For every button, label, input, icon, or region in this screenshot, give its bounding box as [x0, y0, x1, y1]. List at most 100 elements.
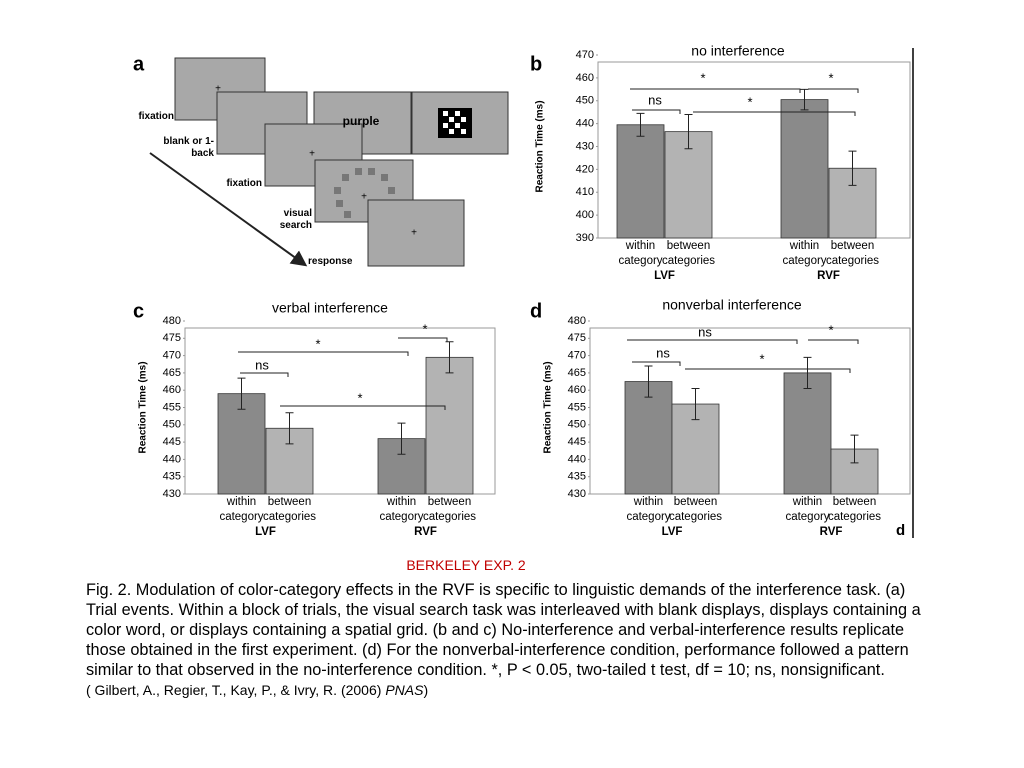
- citation: ( Gilbert, A., Regier, T., Kay, P., & Iv…: [86, 680, 932, 700]
- y-tick-label: 445: [568, 436, 586, 448]
- series-label: between categories: [825, 240, 880, 267]
- y-tick-label: 435: [163, 471, 181, 483]
- grid-pattern: [438, 108, 472, 138]
- significance-label: *: [759, 351, 764, 366]
- y-tick-label: 475: [568, 332, 586, 344]
- y-tick-label: 455: [568, 401, 586, 413]
- event-label: fixation: [138, 111, 174, 122]
- y-tick-label: 480: [568, 315, 586, 327]
- bar: [616, 124, 665, 239]
- significance-bracket: [627, 339, 798, 344]
- y-tick-label: 445: [163, 436, 181, 448]
- y-tick-label: 455: [163, 401, 181, 413]
- significance-label: ns: [656, 345, 670, 360]
- chart-title: nonverbal interference: [662, 297, 802, 313]
- caption-text: Fig. 2. Modulation of color-category eff…: [86, 581, 921, 679]
- y-tick-label: 440: [568, 453, 586, 465]
- error-bar: [684, 113, 693, 150]
- y-axis-label: Reaction Time (ms): [543, 361, 554, 453]
- y-tick-label: 470: [163, 350, 181, 362]
- significance-bracket: [685, 368, 851, 373]
- error-bar: [285, 412, 294, 445]
- plot-frame: [184, 327, 496, 495]
- y-tick-label: 430: [163, 488, 181, 500]
- bar: [664, 131, 713, 239]
- series-label: within category: [785, 496, 830, 523]
- search-array: [334, 168, 395, 218]
- y-tick-label: 450: [568, 419, 586, 431]
- significance-bracket: [808, 88, 859, 93]
- series-label: within category: [618, 240, 663, 267]
- error-bar: [803, 356, 812, 389]
- y-tick-label: 470: [568, 350, 586, 362]
- significance-label: ns: [648, 92, 662, 107]
- y-tick-label: 475: [163, 332, 181, 344]
- chart-title: no interference: [691, 43, 785, 59]
- bar: [377, 438, 426, 495]
- series-label: within category: [219, 496, 264, 523]
- error-bar: [237, 377, 246, 410]
- y-tick-label: 465: [568, 367, 586, 379]
- significance-bracket: [630, 88, 801, 93]
- y-tick-label: 410: [576, 186, 594, 198]
- cross: +: [361, 192, 367, 203]
- significance-bracket: [398, 337, 448, 342]
- corner-mark: d: [896, 522, 905, 539]
- significance-bracket: [280, 405, 446, 410]
- plot-frame: [589, 327, 911, 495]
- y-tick-label: 420: [576, 163, 594, 175]
- panel-letter: d: [530, 300, 542, 322]
- caption-heading: BERKELEY EXP. 2: [406, 557, 526, 573]
- significance-bracket: [693, 111, 856, 116]
- cross: +: [215, 84, 221, 95]
- caption: Fig. 2. Modulation of color-category eff…: [86, 580, 932, 700]
- series-label: within category: [626, 496, 671, 523]
- significance-label: *: [357, 390, 362, 405]
- y-tick-label: 470: [576, 49, 594, 61]
- y-tick-label: 440: [576, 118, 594, 130]
- citation-end: ): [423, 682, 429, 698]
- chart-title: verbal interference: [272, 300, 388, 316]
- time-arrow: [149, 152, 308, 267]
- bar: [624, 381, 673, 495]
- y-axis-label: Reaction Time (ms): [138, 361, 149, 453]
- significance-bracket: [632, 109, 681, 114]
- event-label: visual search: [279, 208, 312, 231]
- significance-bracket: [240, 372, 289, 377]
- cross: +: [309, 149, 315, 160]
- event-label: blank or 1-back: [163, 136, 214, 159]
- error-bar: [850, 434, 859, 464]
- y-tick-label: 460: [163, 384, 181, 396]
- event-label: fixation: [226, 178, 262, 189]
- series-label: between categories: [262, 496, 317, 523]
- y-tick-label: 400: [576, 209, 594, 221]
- significance-label: *: [828, 322, 833, 337]
- bar: [783, 372, 832, 495]
- category-label: RVF: [817, 270, 840, 282]
- category-label: LVF: [255, 526, 276, 538]
- category-label: LVF: [661, 526, 683, 538]
- series-label: between categories: [661, 240, 716, 267]
- panel-letter: c: [133, 300, 144, 322]
- significance-label: *: [828, 70, 833, 85]
- color-word: purple: [343, 114, 380, 128]
- significance-label: *: [315, 336, 320, 351]
- y-tick-label: 440: [163, 453, 181, 465]
- cross: +: [411, 228, 417, 239]
- significance-label: *: [422, 321, 427, 336]
- error-bar: [691, 387, 700, 421]
- significance-label: *: [747, 94, 752, 109]
- y-tick-label: 430: [568, 488, 586, 500]
- significance-label: *: [700, 70, 705, 85]
- significance-label: ns: [698, 324, 712, 339]
- significance-bracket: [808, 339, 859, 344]
- trial-screens: [174, 57, 509, 267]
- significance-bracket: [632, 361, 681, 366]
- y-tick-label: 460: [568, 384, 586, 396]
- error-bar: [800, 88, 809, 111]
- series-label: within category: [379, 496, 424, 523]
- y-axis-label: Reaction Time (ms): [535, 100, 546, 192]
- panel-letter: b: [530, 53, 542, 75]
